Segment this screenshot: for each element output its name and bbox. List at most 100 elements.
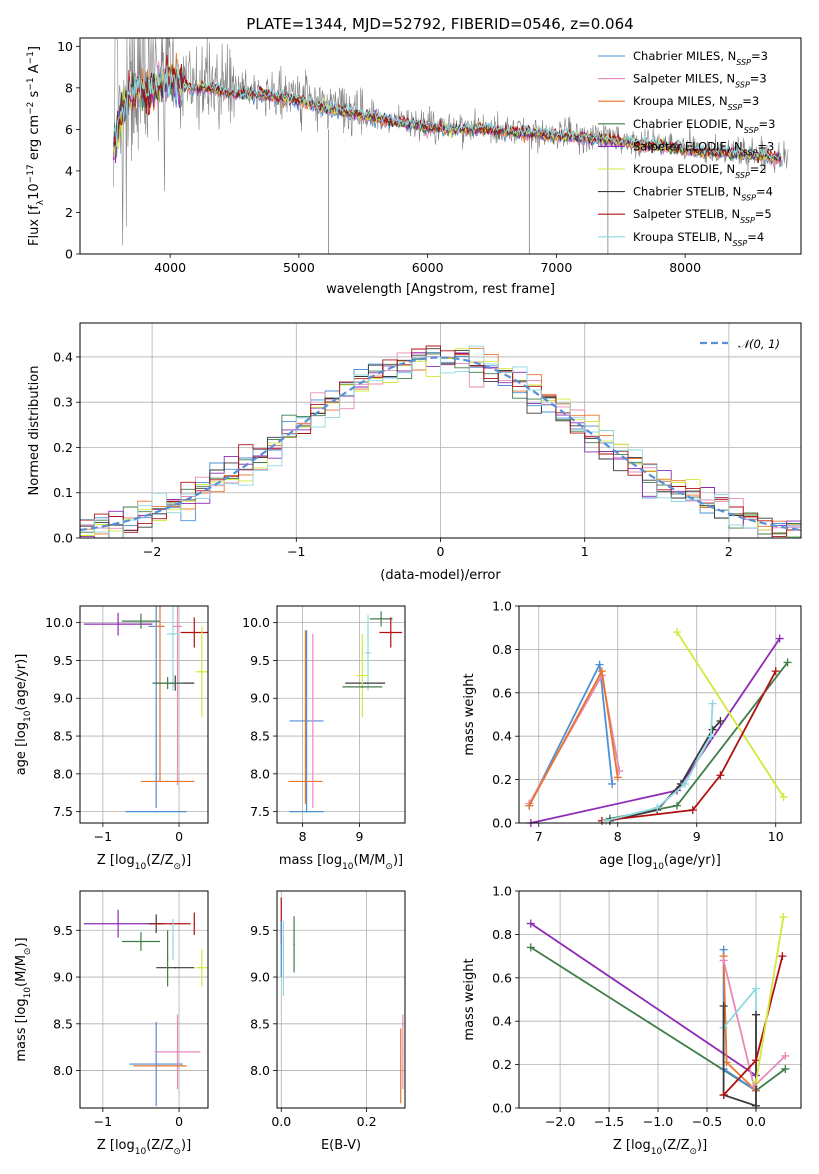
- data-point-chabrier-elodie: [166, 957, 169, 960]
- y-axis-label-part: −2: [26, 102, 36, 115]
- series-marker-kroupa-stelib: [680, 779, 689, 788]
- normal-distribution-curve: [79, 356, 802, 532]
- legend-label-chabrier-stelib: Chabrier STELIB, NSSP=4: [633, 185, 773, 203]
- y-tick-label: 8.0: [250, 1063, 270, 1078]
- x-tick-label: −0.5: [692, 1114, 722, 1129]
- y-axis-label: age [log10(age/yr)]: [14, 654, 33, 776]
- legend-label-text: Kroupa ELODIE, N: [633, 162, 735, 176]
- x-axis-label-part: log: [322, 853, 342, 868]
- series-line-chabrier-elodie: [609, 661, 789, 820]
- x-tick-label: 4000: [154, 260, 186, 275]
- data-point-chabrier-elodie: [140, 620, 142, 622]
- y-tick-label: 9.0: [53, 970, 73, 985]
- y-axis-label-part: log: [14, 722, 29, 742]
- series-line-kroupa-elodie: [676, 631, 785, 798]
- data-point-salpeter-elodie: [117, 922, 119, 925]
- legend-label-subscript: SSP: [735, 171, 750, 180]
- y-tick-label: 4: [65, 163, 73, 178]
- y-tick-label: 1.0: [492, 884, 512, 899]
- x-tick-label: 7000: [540, 260, 572, 275]
- y-tick-label: 0.0: [492, 816, 512, 831]
- y-tick-label: 0.2: [53, 440, 73, 455]
- legend-label-subscript: SSP: [743, 148, 758, 157]
- data-point-salpeter-stelib: [193, 631, 196, 634]
- y-tick-label: 8: [65, 80, 73, 95]
- y-axis-label-part: (age/yr)]: [14, 654, 29, 711]
- y-axis-label: Flux [fλ10−17 erg cm−2 s−1 A−1]: [26, 46, 46, 246]
- y-tick-label: 0.6: [492, 970, 512, 985]
- series-marker-chabrier-stelib: [716, 717, 725, 726]
- series-marker-kroupa-stelib: [653, 803, 662, 812]
- legend-label-salpeter-stelib: Salpeter STELIB, NSSP=5: [633, 207, 772, 225]
- x-axis-label-part: Z [: [613, 1138, 631, 1153]
- y-tick-label: 0.2: [492, 1057, 512, 1072]
- series-line-kroupa-miles: [528, 668, 619, 807]
- y-tick-label: 7.5: [250, 804, 270, 819]
- y-tick-label: 9.5: [53, 923, 73, 938]
- x-tick-label: 10: [768, 829, 784, 844]
- series-marker-salpeter-stelib: [751, 1056, 760, 1065]
- data-point-chabrier-miles: [280, 948, 283, 950]
- legend-label-kroupa-stelib: Kroupa STELIB, NSSP=4: [633, 230, 764, 248]
- x-axis-label: Z [log10(Z/Z⊙)]: [97, 1138, 191, 1157]
- y-tick-label: 1.0: [492, 599, 512, 614]
- y-axis-label-part: )]: [14, 937, 29, 947]
- spectrum-panel: 4000 5000 6000 7000 8000 0 2 4 6 8 10 Chabrier MILE…: [26, 37, 802, 297]
- legend-label-kroupa-elodie: Kroupa ELODIE, NSSP=2: [633, 162, 767, 180]
- legend-label-text: Salpeter MILES, N: [633, 72, 735, 86]
- series-marker-kroupa-elodie: [672, 628, 681, 637]
- y-tick-label: 9.0: [53, 691, 73, 706]
- data-point-chabrier-elodie: [140, 940, 142, 943]
- y-tick-label: 8.5: [53, 1016, 73, 1031]
- y-tick-label: 0.4: [53, 349, 73, 364]
- x-tick-label: 5000: [283, 260, 315, 275]
- legend-label-count: =3: [757, 139, 774, 153]
- data-point-chabrier-elodie: [166, 682, 169, 684]
- data-point-chabrier-stelib: [174, 966, 177, 969]
- plot-frame: [276, 605, 406, 824]
- x-axis-label-part: log: [115, 1138, 135, 1153]
- series-marker-chabrier-elodie: [526, 943, 535, 952]
- x-axis-label-part: ⊙: [173, 1147, 181, 1157]
- y-tick-label: 0.4: [492, 1014, 512, 1029]
- figure-title: PLATE=1344, MJD=52792, FIBERID=0546, z=0…: [246, 15, 633, 33]
- series-marker-chabrier-elodie: [783, 658, 792, 667]
- series-marker-chabrier-miles: [595, 660, 604, 669]
- series-line-salpeter-stelib: [601, 670, 777, 822]
- x-axis-label-part: 10: [342, 862, 354, 872]
- legend-label-count: =3: [742, 94, 759, 108]
- data-point-salpeter-miles: [402, 1051, 404, 1053]
- y-tick-label: 9.5: [53, 653, 73, 668]
- y-tick-label: 0.6: [492, 685, 512, 700]
- y-axis-label-part: s: [27, 90, 42, 101]
- data-point-kroupa-miles: [304, 716, 307, 718]
- x-tick-label: 0.0: [271, 1114, 291, 1129]
- legend-label-salpeter-miles: Salpeter MILES, NSSP=3: [633, 72, 767, 90]
- legend-label-text: Salpeter ELODIE, N: [633, 139, 743, 153]
- x-tick-label: −1: [287, 544, 305, 559]
- x-axis-label-part: log: [115, 853, 135, 868]
- series-marker-salpeter-elodie: [526, 919, 535, 928]
- histogram-step-chabrier-stelib: [80, 348, 801, 539]
- series-marker-salpeter-stelib: [716, 771, 725, 780]
- legend-label-count: =2: [750, 162, 767, 176]
- age-vs-metallicity-panel: −1 07.58.08.59.09.510.0Z [log10(Z/Z⊙)]age…: [14, 605, 209, 872]
- series-marker-kroupa-elodie: [751, 1077, 760, 1086]
- y-tick-label: 9.0: [250, 691, 270, 706]
- series-marker-kroupa-stelib: [751, 984, 760, 993]
- data-point-kroupa-elodie: [361, 674, 364, 677]
- y-axis-label-part: A: [27, 64, 42, 77]
- x-tick-label: 0: [175, 829, 183, 844]
- data-point-chabrier-elodie: [293, 943, 295, 946]
- y-axis-label: Normed distribution: [27, 366, 42, 496]
- model-line-kroupa-stelib: [113, 61, 782, 160]
- y-tick-label: 0.0: [53, 531, 73, 546]
- x-axis-label-part: log: [633, 853, 653, 868]
- series-marker-kroupa-miles: [597, 667, 606, 676]
- x-axis-label-part: )]: [181, 853, 191, 868]
- plot-frame: [518, 890, 802, 1109]
- series-marker-salpeter-stelib: [778, 952, 787, 961]
- y-tick-label: 0.0: [492, 1101, 512, 1116]
- y-axis-label-part: age [: [14, 742, 29, 775]
- x-tick-label: 0.2: [357, 1114, 377, 1129]
